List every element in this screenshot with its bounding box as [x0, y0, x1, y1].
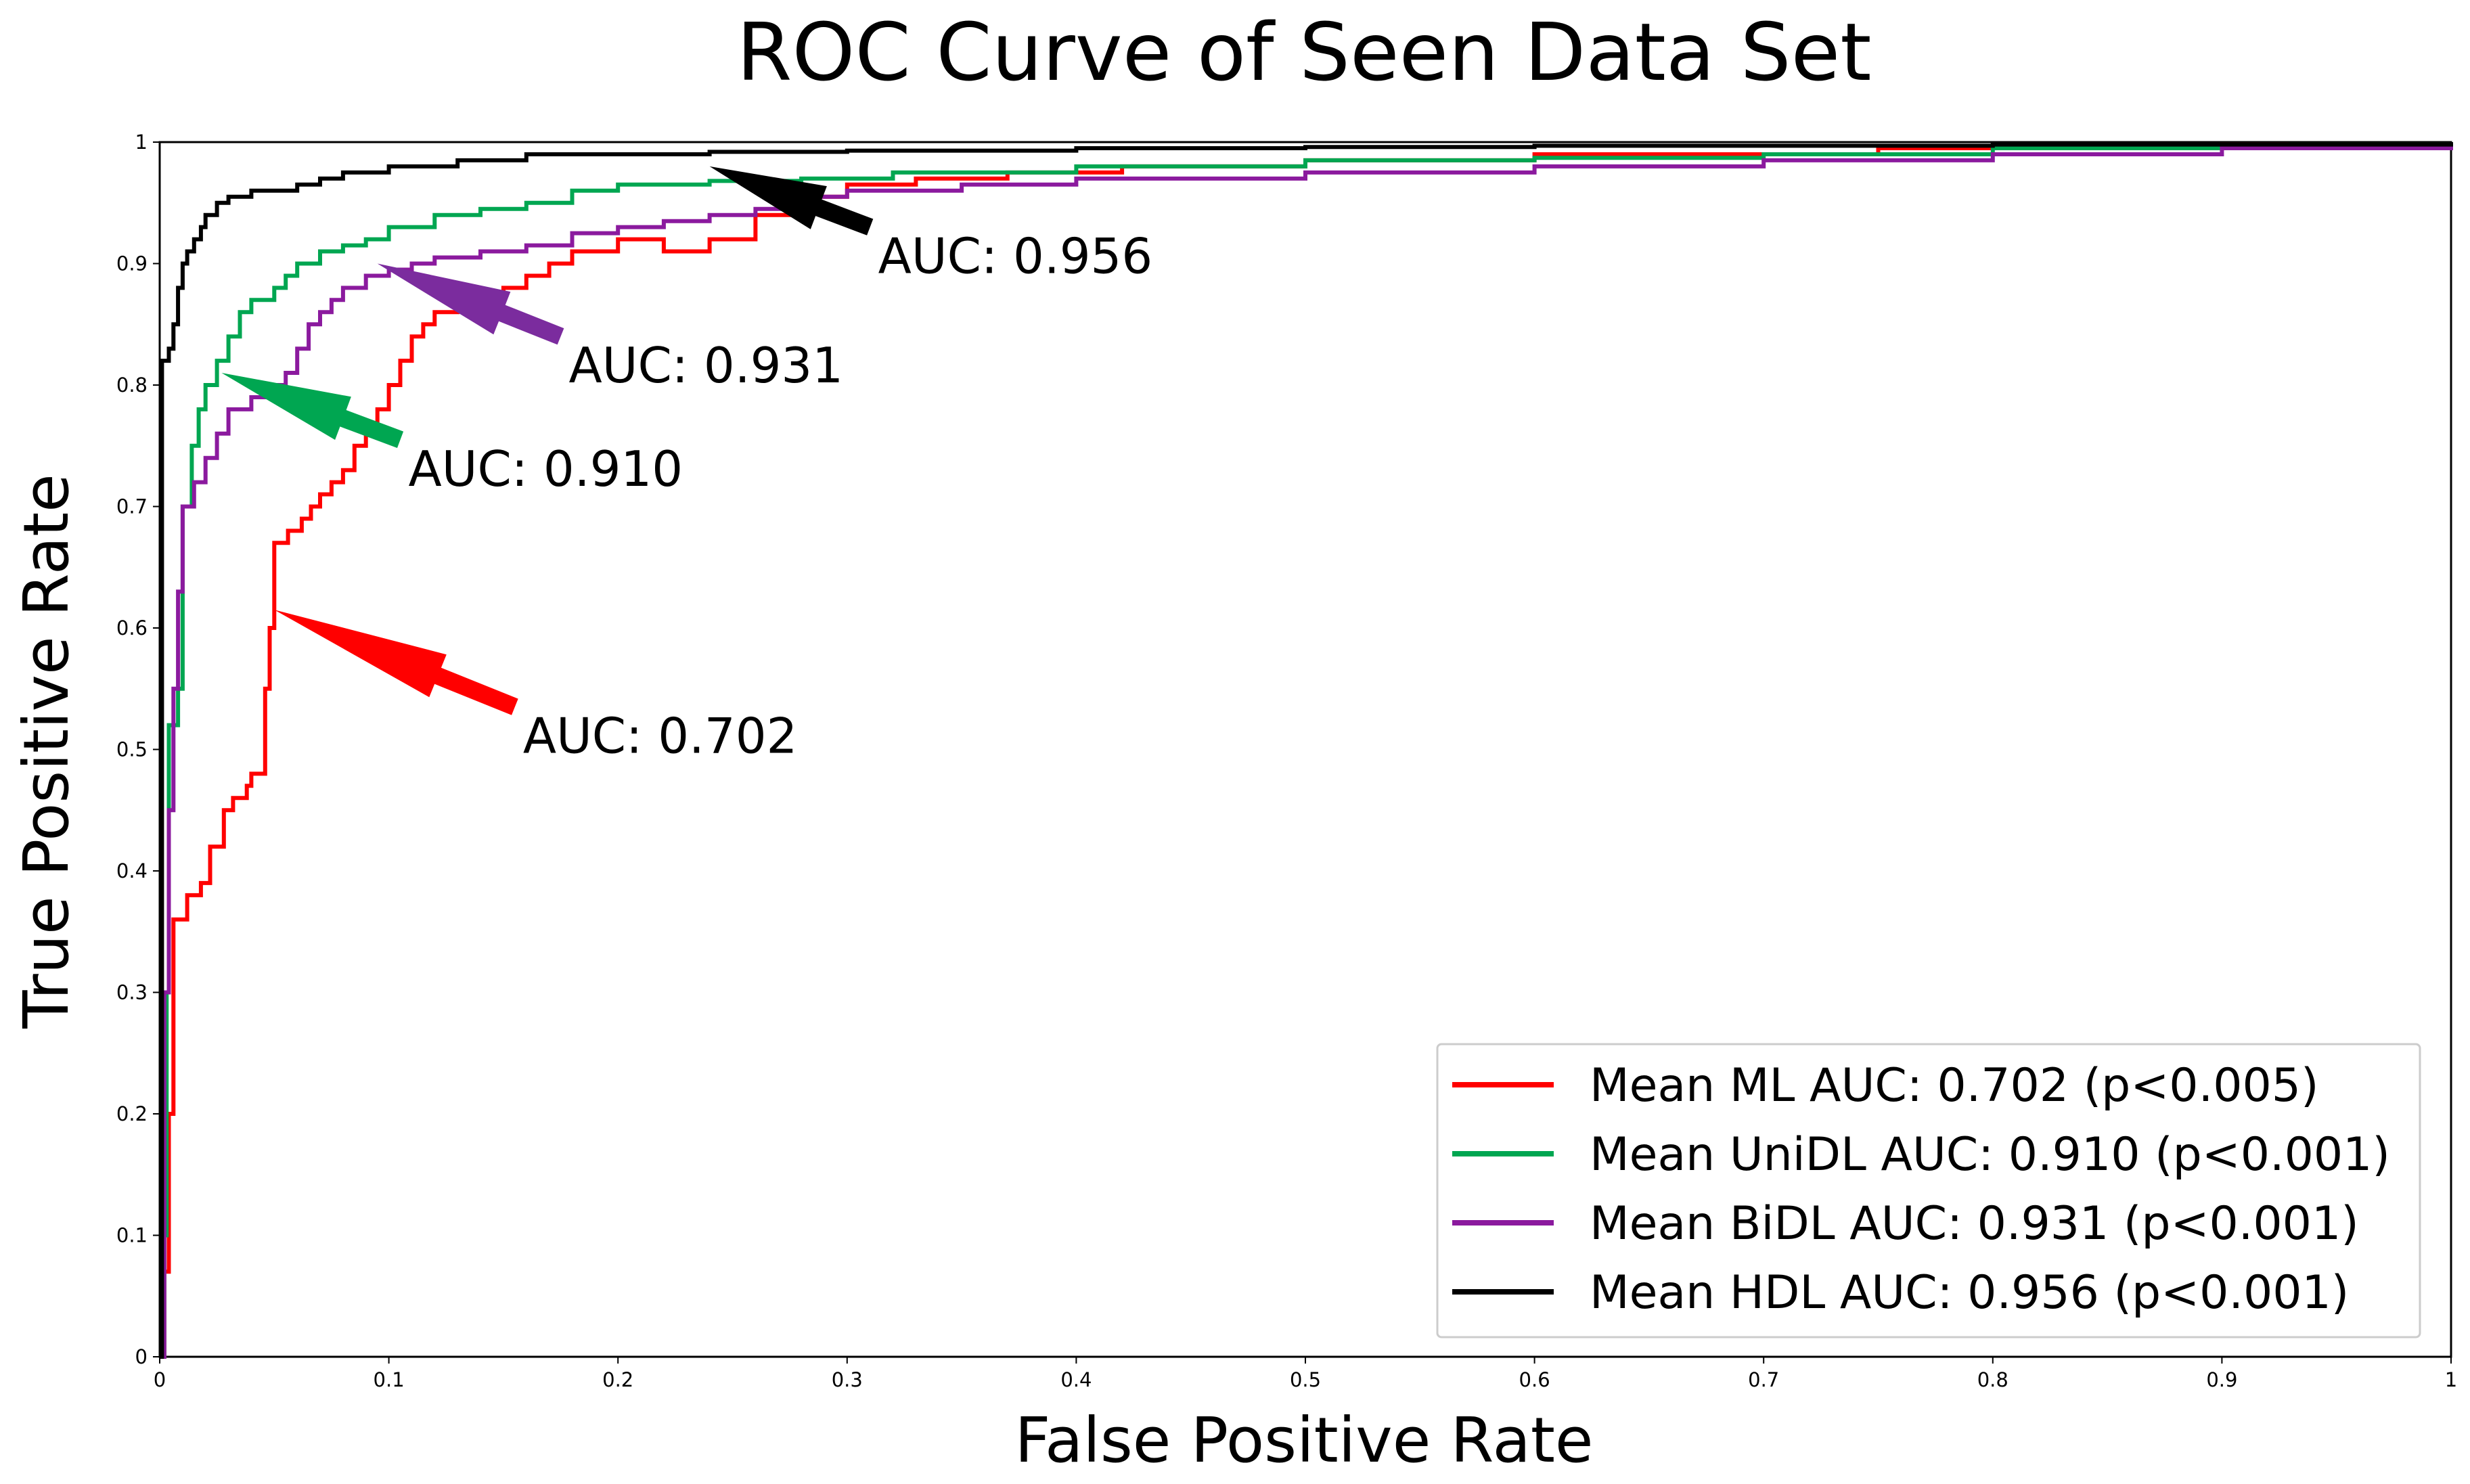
y-tick-label: 0.9 — [116, 252, 148, 275]
y-axis-ticks: 0 0.1 0.2 0.3 0.4 0.5 0.6 0.7 0.8 0.9 1 — [116, 131, 160, 1368]
x-tick-label: 0.2 — [602, 1368, 633, 1391]
x-tick-label: 0.5 — [1290, 1368, 1321, 1391]
annotation-arrow-3 — [274, 610, 518, 715]
y-axis-label: True Positive Rate — [10, 474, 83, 1029]
series-line-3 — [160, 142, 2453, 1359]
y-tick-label: 0.6 — [116, 616, 148, 639]
legend-box — [1436, 1043, 2421, 1339]
y-tick-label: 1 — [135, 131, 148, 154]
y-tick-label: 0.4 — [116, 859, 148, 882]
x-tick-label: 0.7 — [1748, 1368, 1779, 1391]
annotation-layer: AUC: 0.956 AUC: 0.931 AUC: 0.910 AUC: 0.702 — [221, 166, 1152, 765]
series-line-1 — [160, 142, 2453, 1359]
legend-label-3: Mean HDL AUC: 0.956 (p<0.001) — [1590, 1266, 2349, 1320]
annotation-label-1: AUC: 0.931 — [569, 337, 844, 394]
legend-label-1: Mean UniDL AUC: 0.910 (p<0.001) — [1590, 1128, 2390, 1182]
x-tick-label: 0.6 — [1519, 1368, 1550, 1391]
x-tick-label: 0.8 — [1977, 1368, 2008, 1391]
x-tick-label: 0.1 — [374, 1368, 405, 1391]
y-tick-label: 0.5 — [116, 738, 148, 761]
annotation-label-3: AUC: 0.702 — [523, 708, 798, 765]
legend-label-0: Mean ML AUC: 0.702 (p<0.005) — [1590, 1059, 2319, 1112]
annotation-arrow-1 — [377, 263, 564, 345]
chart-title: ROC Curve of Seen Data Set — [736, 5, 1871, 99]
series-layer — [160, 142, 2453, 1359]
x-tick-label: 0.3 — [832, 1368, 863, 1391]
y-tick-label: 0 — [135, 1345, 148, 1368]
x-tick-label: 0.9 — [2206, 1368, 2237, 1391]
series-line-0 — [160, 142, 2453, 1359]
y-tick-label: 0.2 — [116, 1102, 148, 1125]
annotation-arrow-2 — [221, 373, 404, 448]
x-tick-label: 0 — [154, 1368, 166, 1391]
y-tick-label: 0.7 — [116, 495, 148, 518]
x-axis-ticks: 0 0.1 0.2 0.3 0.4 0.5 0.6 0.7 0.8 0.9 1 — [154, 1357, 2457, 1391]
y-tick-label: 0.1 — [116, 1224, 148, 1247]
legend: Mean ML AUC: 0.702 (p<0.005) Mean UniDL A… — [1436, 1043, 2421, 1339]
y-tick-label: 0.3 — [116, 981, 148, 1004]
x-tick-label: 1 — [2445, 1368, 2457, 1391]
annotation-label-2: AUC: 0.910 — [409, 441, 683, 497]
legend-label-2: Mean BiDL AUC: 0.931 (p<0.001) — [1590, 1197, 2359, 1251]
x-tick-label: 0.4 — [1060, 1368, 1092, 1391]
x-axis-label: False Positive Rate — [1014, 1404, 1593, 1477]
annotation-label-0: AUC: 0.956 — [878, 228, 1153, 285]
y-tick-label: 0.8 — [116, 374, 148, 397]
annotation-arrow-0 — [709, 166, 874, 235]
